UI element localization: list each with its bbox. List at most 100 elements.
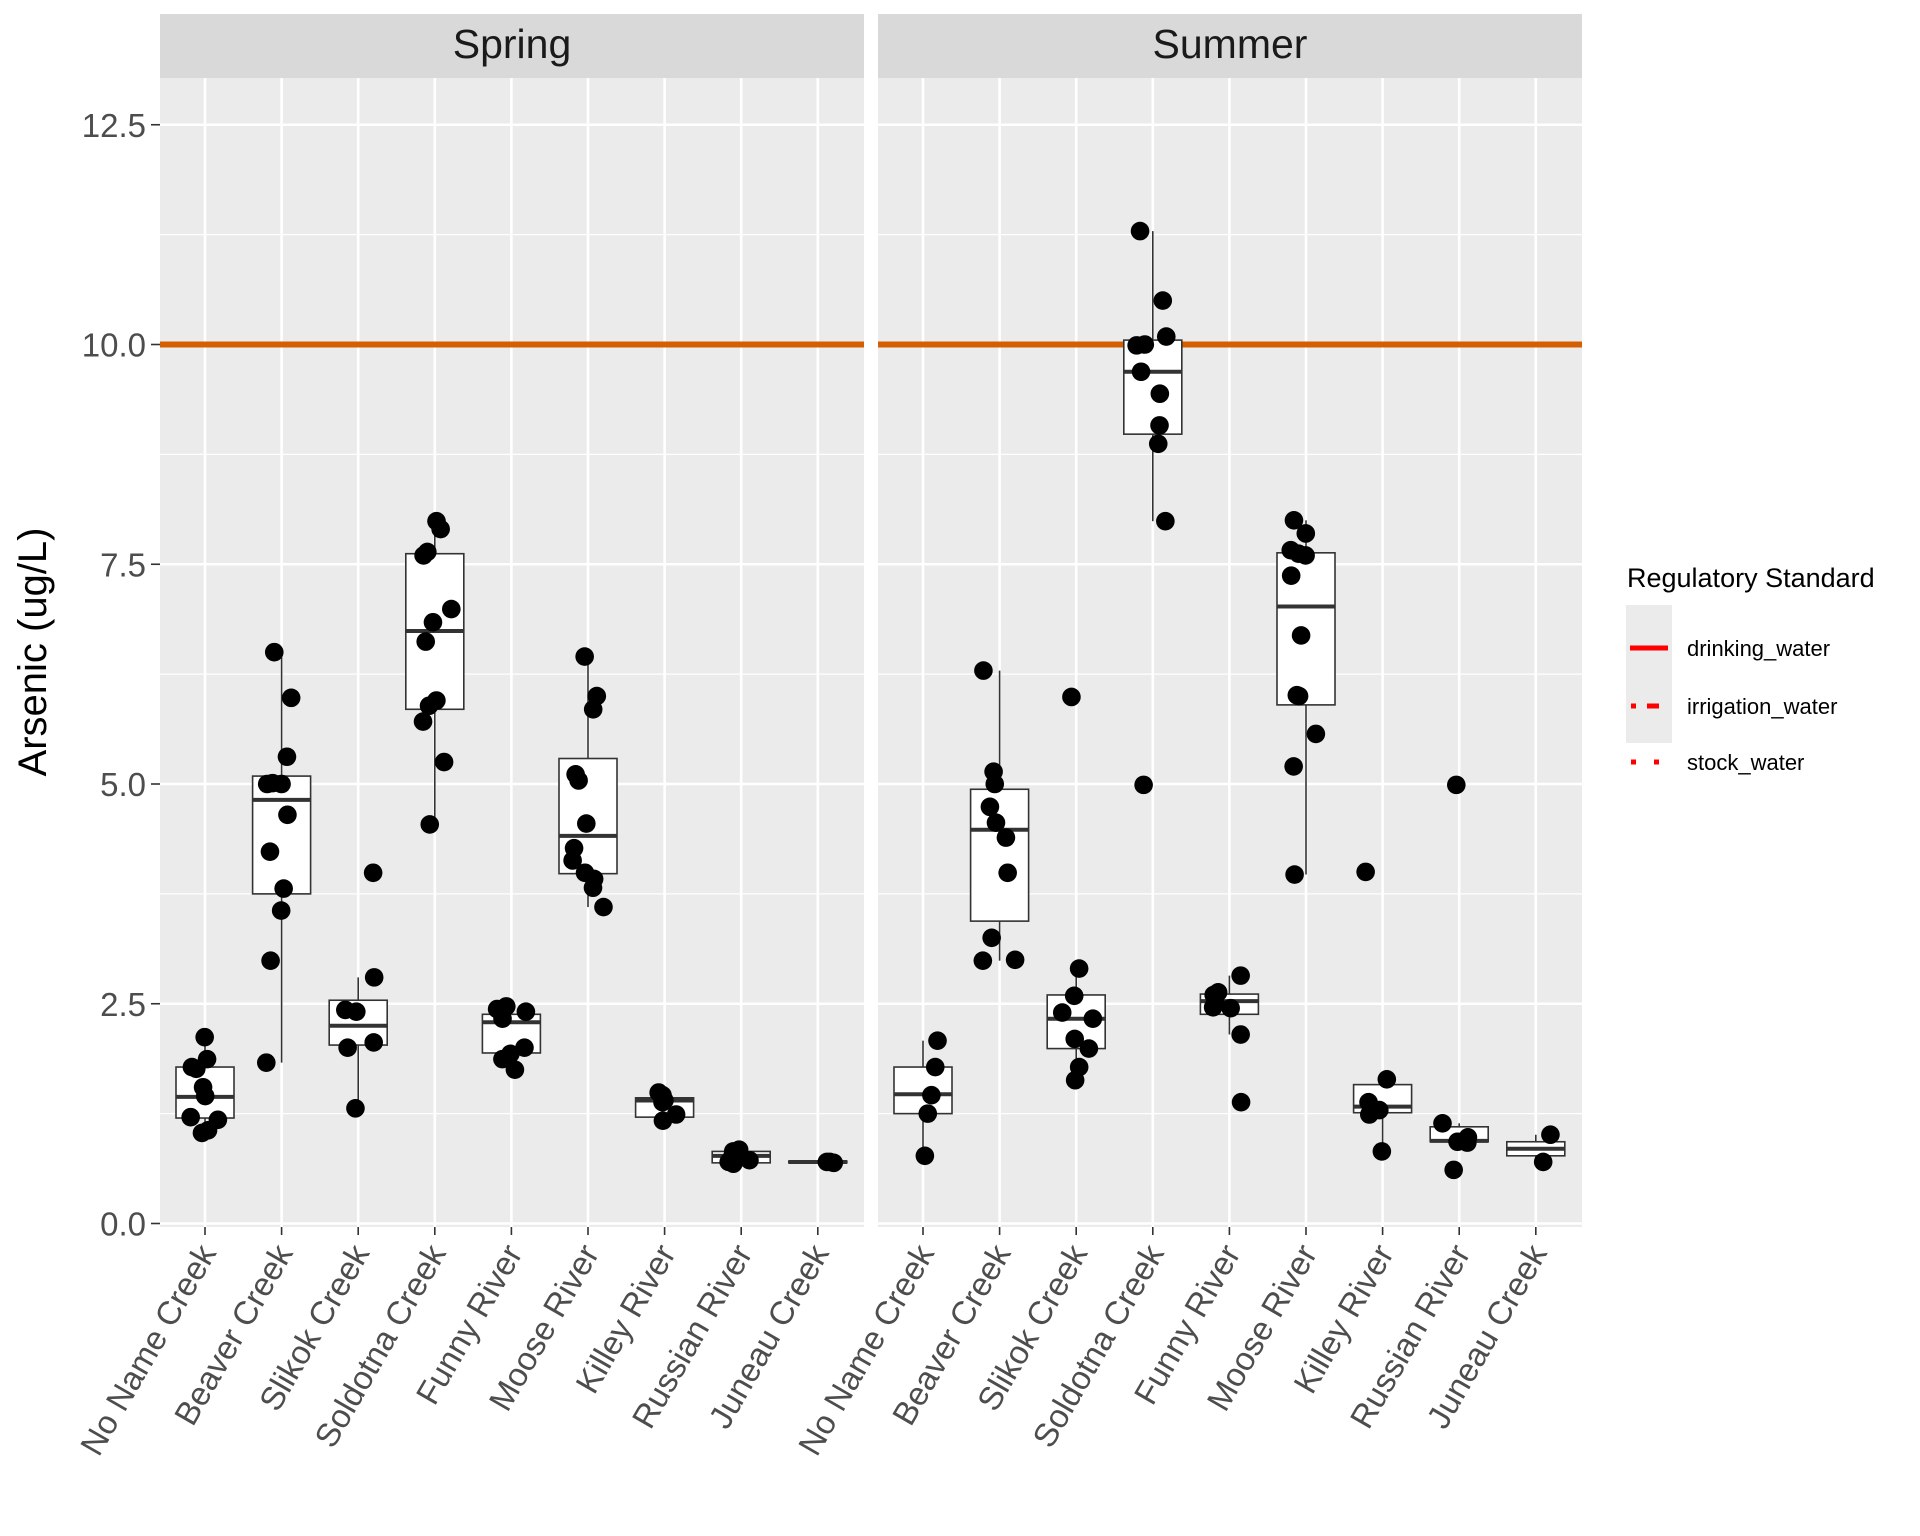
data-point xyxy=(918,1104,938,1123)
data-point xyxy=(271,901,291,920)
data-point xyxy=(1156,327,1176,346)
data-point xyxy=(1533,1152,1553,1172)
data-point xyxy=(653,1092,672,1112)
data-point xyxy=(195,1086,215,1106)
data-point xyxy=(1296,546,1315,565)
data-point xyxy=(416,632,436,651)
y-axis-title: Arsenic (ug/L) xyxy=(11,528,55,777)
box-group-slikok-creek xyxy=(328,863,389,1118)
data-point xyxy=(1083,1009,1103,1028)
facet-strip xyxy=(878,14,1582,78)
data-point xyxy=(264,642,284,662)
data-point xyxy=(505,1060,525,1079)
data-point xyxy=(1150,384,1170,404)
data-point xyxy=(278,805,297,825)
data-point xyxy=(1231,1092,1251,1112)
y-tick-label: 12.5 xyxy=(82,107,146,144)
data-point xyxy=(1360,1105,1379,1124)
data-point xyxy=(442,599,461,619)
data-point xyxy=(1069,959,1089,978)
data-point xyxy=(986,813,1006,832)
data-point xyxy=(364,1033,383,1052)
data-point xyxy=(1131,362,1151,382)
data-point xyxy=(1221,998,1240,1018)
box-group-soldotna-creek xyxy=(1123,221,1183,795)
box-group-slikok-creek xyxy=(1046,687,1106,1090)
data-point xyxy=(1285,865,1304,884)
data-point xyxy=(1134,775,1153,795)
data-point xyxy=(577,814,596,833)
box-group-moose-river xyxy=(1276,511,1336,884)
box xyxy=(969,788,1030,922)
data-point xyxy=(563,851,582,870)
legend-label: stock_water xyxy=(1687,750,1804,775)
data-point xyxy=(1289,686,1309,706)
y-tick-label: 0.0 xyxy=(100,1206,146,1243)
data-point xyxy=(413,712,433,731)
data-point xyxy=(1156,511,1175,531)
facet-strip xyxy=(160,14,864,78)
data-point xyxy=(1296,524,1316,543)
data-point xyxy=(996,828,1016,847)
data-point xyxy=(982,928,1001,948)
data-point xyxy=(1541,1125,1560,1145)
data-point xyxy=(493,1009,512,1028)
data-point xyxy=(434,752,454,772)
data-point xyxy=(338,1038,357,1057)
box-group-killey-river xyxy=(634,1083,695,1130)
data-point xyxy=(1127,336,1146,355)
data-point xyxy=(261,951,280,970)
box-group-moose-river xyxy=(558,647,618,917)
data-point xyxy=(414,546,433,565)
data-point xyxy=(181,1107,200,1127)
data-point xyxy=(980,797,1000,817)
data-point xyxy=(1433,1113,1452,1133)
data-point xyxy=(1306,724,1326,744)
data-point xyxy=(1203,997,1223,1017)
box-group-beaver-creek xyxy=(251,642,312,1072)
data-point xyxy=(1065,1070,1085,1090)
legend-key-background xyxy=(1626,605,1672,743)
y-tick-label: 2.5 xyxy=(100,986,146,1023)
box-group-russian-river xyxy=(711,1140,772,1174)
box-group-juneau-creek xyxy=(1506,1125,1566,1172)
box-group-juneau-creek xyxy=(787,1152,848,1173)
data-point xyxy=(1377,1070,1397,1089)
box xyxy=(251,775,312,895)
data-point xyxy=(260,842,280,861)
legend-label: drinking_water xyxy=(1687,636,1830,661)
data-point xyxy=(1062,687,1081,707)
data-point xyxy=(281,688,301,708)
data-point xyxy=(1231,1025,1250,1044)
y-tick-label: 10.0 xyxy=(82,327,146,364)
legend-entries: drinking_water irrigation_water stock_wate… xyxy=(1630,636,1837,775)
data-point xyxy=(1284,511,1304,530)
data-point xyxy=(493,1049,512,1069)
data-point xyxy=(583,878,603,898)
data-point xyxy=(583,699,603,719)
y-tick-label: 5.0 xyxy=(100,766,146,803)
legend-title: Regulatory Standard xyxy=(1627,563,1875,593)
data-point xyxy=(192,1123,212,1143)
data-point xyxy=(363,863,383,883)
data-point xyxy=(973,951,993,970)
data-point xyxy=(740,1150,759,1170)
data-point xyxy=(1446,775,1466,795)
box-group-no-name-creek xyxy=(175,1027,235,1143)
box-group-russian-river xyxy=(1429,775,1489,1180)
data-point xyxy=(516,1002,536,1021)
facet-strip-label: Spring xyxy=(453,21,572,67)
data-point xyxy=(653,1111,673,1130)
data-point xyxy=(1005,950,1025,970)
facet-strip-label: Summer xyxy=(1153,21,1308,67)
data-point xyxy=(724,1154,743,1174)
data-point xyxy=(1150,416,1169,435)
data-point xyxy=(1291,626,1311,645)
data-point xyxy=(974,661,993,680)
data-point xyxy=(1052,1003,1072,1022)
legend: Regulatory Standard drinking_waterirriga… xyxy=(1626,563,1875,775)
data-point xyxy=(1284,757,1303,776)
box xyxy=(1123,339,1183,435)
